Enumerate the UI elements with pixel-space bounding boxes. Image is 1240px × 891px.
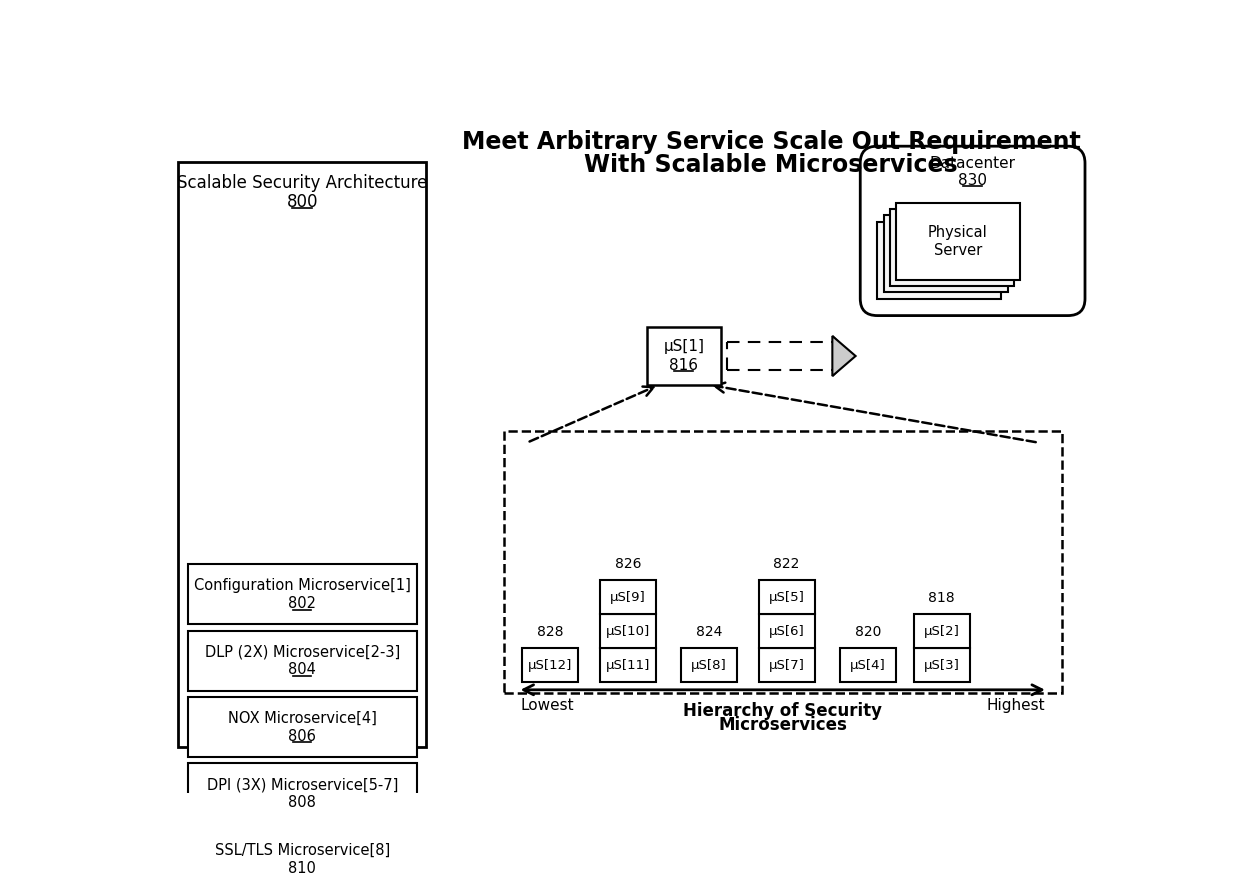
Bar xyxy=(600,649,656,683)
Text: Scalable Security Architecture: Scalable Security Architecture xyxy=(177,174,428,192)
Polygon shape xyxy=(832,336,856,376)
Text: 828: 828 xyxy=(537,625,563,639)
Text: μS[10]: μS[10] xyxy=(605,625,650,638)
Text: μS[5]: μS[5] xyxy=(769,591,805,604)
Bar xyxy=(914,649,970,683)
Bar xyxy=(681,649,737,683)
Text: Datacenter: Datacenter xyxy=(930,156,1016,171)
Text: 826: 826 xyxy=(615,557,641,571)
Text: 808: 808 xyxy=(289,795,316,810)
Bar xyxy=(647,327,720,385)
Bar xyxy=(895,203,1019,280)
Text: SSL/TLS Microservice[8]: SSL/TLS Microservice[8] xyxy=(215,843,389,858)
Bar xyxy=(187,830,417,889)
Bar xyxy=(187,763,417,823)
Text: Microservices: Microservices xyxy=(718,716,847,734)
Text: NOX Microservice[4]: NOX Microservice[4] xyxy=(228,711,377,726)
Text: 804: 804 xyxy=(289,662,316,677)
Text: Highest: Highest xyxy=(986,698,1044,713)
Text: μS[3]: μS[3] xyxy=(924,658,960,672)
Text: With Scalable Microservices: With Scalable Microservices xyxy=(584,153,959,177)
Bar xyxy=(914,615,970,649)
Text: μS[6]: μS[6] xyxy=(769,625,805,638)
Text: μS[9]: μS[9] xyxy=(610,591,646,604)
Text: μS[4]: μS[4] xyxy=(851,658,885,672)
Text: Hierarchy of Security: Hierarchy of Security xyxy=(683,702,882,720)
Bar xyxy=(878,222,1002,298)
Bar xyxy=(600,615,656,649)
Text: Lowest: Lowest xyxy=(521,698,574,713)
Bar xyxy=(759,649,815,683)
Bar xyxy=(503,431,1061,693)
Bar xyxy=(187,564,417,625)
Text: μS[7]: μS[7] xyxy=(769,658,805,672)
Text: 806: 806 xyxy=(289,729,316,743)
Bar xyxy=(600,580,656,615)
Text: 800: 800 xyxy=(286,192,317,210)
Bar xyxy=(890,209,1014,286)
Bar xyxy=(759,580,815,615)
Text: Configuration Microservice[1]: Configuration Microservice[1] xyxy=(193,578,410,593)
Bar xyxy=(187,697,417,756)
Text: μS[11]: μS[11] xyxy=(605,658,650,672)
Text: μS[2]: μS[2] xyxy=(924,625,960,638)
Text: Physical
Server: Physical Server xyxy=(928,225,988,257)
Text: μS[12]: μS[12] xyxy=(528,658,573,672)
Bar xyxy=(179,161,427,747)
Text: 816: 816 xyxy=(670,358,698,372)
Text: 830: 830 xyxy=(959,173,987,188)
Bar xyxy=(522,649,578,683)
Text: 802: 802 xyxy=(288,596,316,611)
Text: μS[1]: μS[1] xyxy=(663,339,704,355)
Bar xyxy=(759,615,815,649)
Bar xyxy=(841,649,895,683)
Text: μS[8]: μS[8] xyxy=(691,658,727,672)
Text: DPI (3X) Microservice[5-7]: DPI (3X) Microservice[5-7] xyxy=(207,777,398,792)
Text: Meet Arbitrary Service Scale Out Requirement: Meet Arbitrary Service Scale Out Require… xyxy=(461,130,1080,154)
Bar xyxy=(187,631,417,691)
Text: 824: 824 xyxy=(696,625,723,639)
Text: 820: 820 xyxy=(854,625,882,639)
Text: 818: 818 xyxy=(929,591,955,605)
Text: DLP (2X) Microservice[2-3]: DLP (2X) Microservice[2-3] xyxy=(205,644,399,659)
Text: 810: 810 xyxy=(289,861,316,876)
Bar xyxy=(883,216,1007,292)
FancyBboxPatch shape xyxy=(861,146,1085,315)
Text: 822: 822 xyxy=(774,557,800,571)
